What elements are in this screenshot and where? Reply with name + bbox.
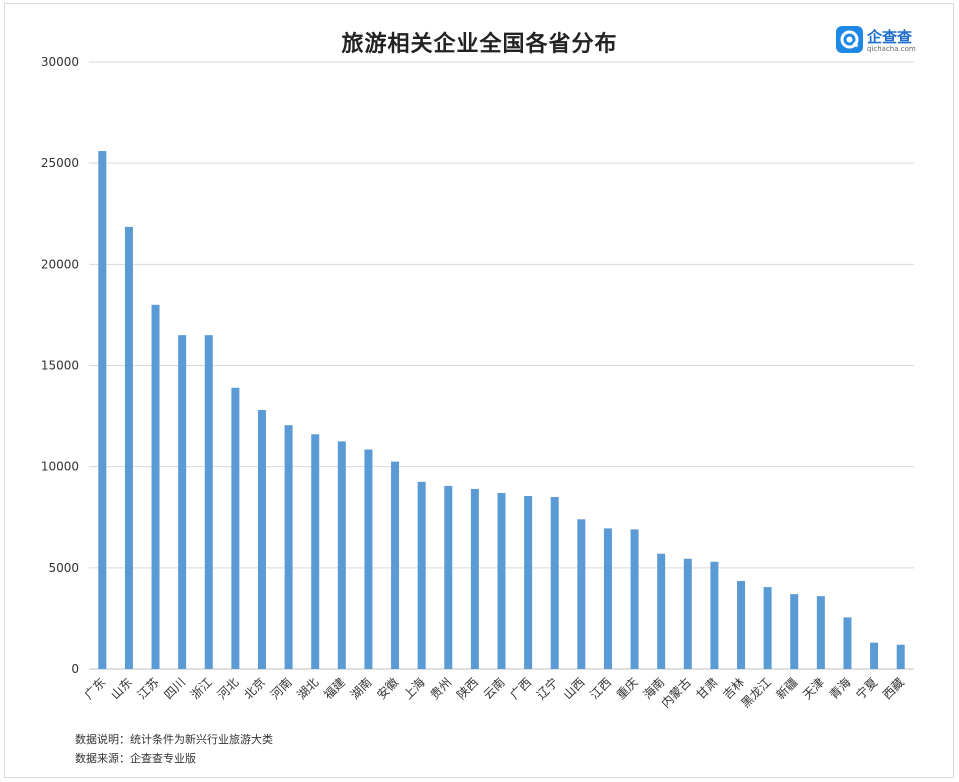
bar-江苏 bbox=[151, 304, 160, 669]
x-tick-label: 四川 bbox=[161, 675, 188, 702]
y-axis: 0 5000 10000 15000 20000 25000 30000 bbox=[41, 55, 79, 676]
bar-内蒙古 bbox=[683, 558, 692, 669]
x-tick-label: 河南 bbox=[267, 675, 295, 703]
chart-notes: 数据说明：统计条件为新兴行业旅游大类 数据来源：企查查专业版 bbox=[75, 730, 273, 768]
brand-logo: 企查查 qichacha.com bbox=[836, 26, 926, 56]
x-tick-label: 江苏 bbox=[135, 675, 162, 702]
y-tick-label: 0 bbox=[71, 662, 79, 676]
qichacha-logo-icon bbox=[836, 26, 863, 53]
brand-url: qichacha.com bbox=[867, 45, 916, 53]
x-tick-label: 青海 bbox=[826, 675, 854, 703]
bar-甘肃 bbox=[710, 561, 719, 669]
bar-陕西 bbox=[470, 488, 479, 669]
bar-黑龙江 bbox=[763, 587, 772, 669]
bar-天津 bbox=[816, 596, 825, 669]
x-tick-label: 辽宁 bbox=[533, 675, 561, 703]
x-tick-label: 贵州 bbox=[428, 675, 455, 702]
x-tick-label: 福建 bbox=[320, 675, 348, 703]
x-tick-label: 新疆 bbox=[773, 675, 801, 703]
x-tick-label: 山西 bbox=[561, 675, 588, 702]
x-tick-label: 陕西 bbox=[453, 675, 481, 703]
bar-广西 bbox=[524, 496, 533, 669]
x-tick-label: 山东 bbox=[108, 675, 135, 702]
x-tick-label: 湖南 bbox=[347, 675, 375, 703]
x-tick-label: 广西 bbox=[507, 675, 534, 702]
bar-河北 bbox=[231, 387, 240, 669]
x-tick-label: 黑龙江 bbox=[738, 675, 773, 710]
x-tick-label: 云南 bbox=[480, 675, 508, 703]
y-tick-label: 20000 bbox=[41, 257, 79, 271]
x-tick-label: 内蒙古 bbox=[658, 675, 694, 711]
bar-湖南 bbox=[364, 449, 373, 669]
bar-河南 bbox=[284, 425, 293, 669]
x-tick-label: 重庆 bbox=[614, 675, 641, 702]
data-source: 数据来源：企查查专业版 bbox=[75, 752, 196, 765]
bar-山东 bbox=[124, 226, 133, 669]
chart-title: 旅游相关企业全国各省分布 bbox=[341, 32, 618, 57]
bar-西藏 bbox=[896, 644, 905, 669]
x-tick-label: 西藏 bbox=[880, 675, 907, 702]
x-axis: 广东 山东 江苏 四川 浙江 河北 北京 河南 湖北 福建 湖南 安徽 上海 贵州 陕西 云南 广西 辽宁 山西 江西… bbox=[82, 675, 907, 711]
x-tick-label: 北京 bbox=[241, 675, 268, 702]
bar-广东 bbox=[98, 151, 107, 669]
bar-海南 bbox=[657, 553, 666, 669]
x-tick-label: 宁夏 bbox=[853, 675, 881, 703]
bar-山西 bbox=[577, 519, 586, 669]
x-tick-label: 上海 bbox=[400, 675, 428, 703]
y-tick-label: 5000 bbox=[48, 561, 79, 575]
x-tick-label: 甘肃 bbox=[694, 675, 721, 702]
bar-青海 bbox=[843, 617, 852, 669]
y-tick-label: 25000 bbox=[41, 156, 79, 170]
bar-吉林 bbox=[737, 580, 746, 669]
x-tick-label: 江西 bbox=[587, 675, 614, 702]
brand-name: 企查查 bbox=[867, 28, 913, 46]
bar-新疆 bbox=[790, 594, 799, 669]
x-tick-label: 湖北 bbox=[294, 675, 322, 703]
bar-贵州 bbox=[444, 485, 453, 669]
bar-四川 bbox=[178, 335, 187, 669]
y-tick-label: 30000 bbox=[41, 55, 79, 69]
x-tick-label: 安徽 bbox=[374, 675, 402, 703]
y-tick-label: 15000 bbox=[41, 359, 79, 373]
bar-江西 bbox=[603, 528, 612, 669]
bar-湖北 bbox=[311, 434, 320, 669]
x-tick-label: 浙江 bbox=[188, 675, 215, 702]
x-tick-label: 广东 bbox=[82, 675, 109, 702]
bars bbox=[98, 151, 905, 669]
bar-云南 bbox=[497, 492, 506, 669]
bar-上海 bbox=[417, 481, 426, 669]
bar-北京 bbox=[257, 410, 266, 669]
bar-福建 bbox=[337, 441, 346, 669]
grid-lines bbox=[89, 61, 914, 670]
bar-辽宁 bbox=[550, 497, 559, 669]
data-note: 数据说明：统计条件为新兴行业旅游大类 bbox=[75, 733, 273, 746]
bar-重庆 bbox=[630, 529, 639, 669]
bar-浙江 bbox=[204, 335, 213, 669]
bar-安徽 bbox=[391, 461, 400, 669]
y-tick-label: 10000 bbox=[41, 460, 79, 474]
x-tick-label: 天津 bbox=[800, 675, 827, 702]
bar-宁夏 bbox=[870, 642, 879, 669]
x-tick-label: 河北 bbox=[215, 675, 242, 702]
